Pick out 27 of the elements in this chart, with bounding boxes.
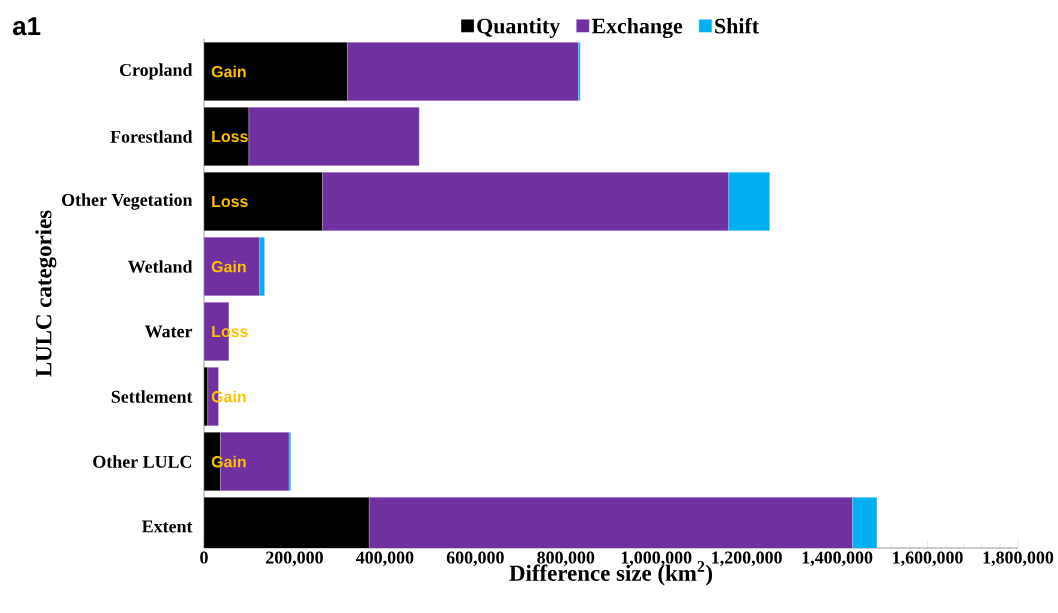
x-tick-label: 600,000 [446, 551, 504, 567]
y-tick-label: Cropland [119, 63, 193, 80]
y-tick-label: Wetland [127, 260, 193, 273]
x-tick-label: 1,600,000 [893, 551, 963, 567]
y-tick-label: Settlement [111, 390, 193, 403]
y-tick-label: Forestland [110, 130, 193, 143]
y-tick-label: Extent [141, 520, 193, 533]
x-tick-label: 1,200,000 [712, 551, 782, 567]
y-tick-label: Water [144, 325, 193, 338]
y-tick-label: Other LULC [93, 455, 192, 468]
y-axis-title: LULC categories [35, 210, 57, 377]
x-tick-label: 400,000 [356, 551, 414, 567]
legend-label: Exchange [591, 18, 683, 39]
x-tick-label: 200,000 [266, 551, 323, 567]
annotation: Loss [212, 195, 248, 208]
annotation: Loss [212, 130, 248, 143]
x-tick-label: 0 [200, 551, 208, 564]
bar [728, 172, 770, 231]
y-tick-label: Other Vegetation [62, 193, 193, 210]
legend-label: Shift [715, 17, 759, 34]
annotation: Gain [211, 260, 246, 273]
text: a1 [12, 17, 41, 36]
annotation: Gain [211, 65, 246, 78]
x-tick-label: 1,400,000 [802, 551, 873, 567]
legend-label: Quantity [477, 18, 560, 38]
x-tick-label: 1,000,000 [621, 551, 692, 567]
x-tick-label: 1,800,000 [983, 551, 1054, 567]
